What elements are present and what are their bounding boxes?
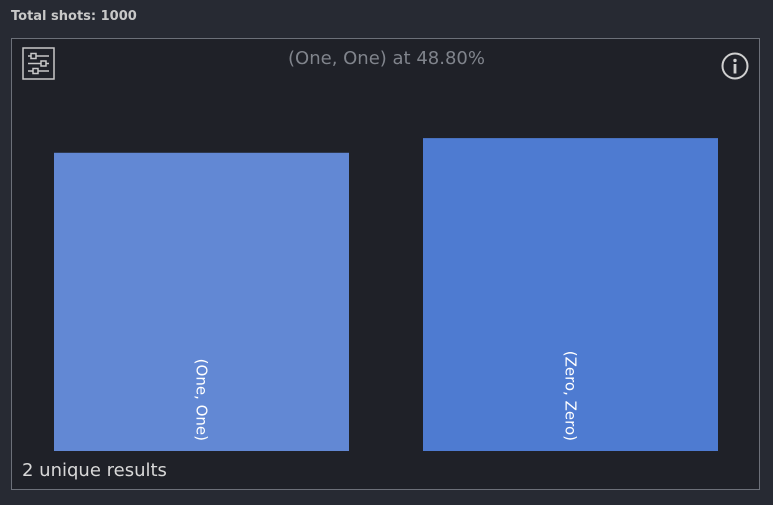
histogram-chart: (One, One) (Zero, Zero) <box>54 138 718 451</box>
histogram-bar[interactable] <box>423 138 718 451</box>
total-shots-label: Total shots: 1000 <box>11 9 137 24</box>
bar-label: (Zero, Zero) <box>562 351 580 441</box>
histogram-bar[interactable] <box>54 152 349 451</box>
selected-result-title: (One, One) at 48.80% <box>288 48 485 69</box>
unique-results-count: 2 unique results <box>22 460 167 481</box>
settings-icon[interactable] <box>22 47 55 80</box>
histogram-panel: (One, One) (Zero, Zero) (One, One) at 48.… <box>11 38 760 490</box>
bar-label: (One, One) <box>193 359 211 441</box>
info-icon[interactable] <box>721 52 749 80</box>
